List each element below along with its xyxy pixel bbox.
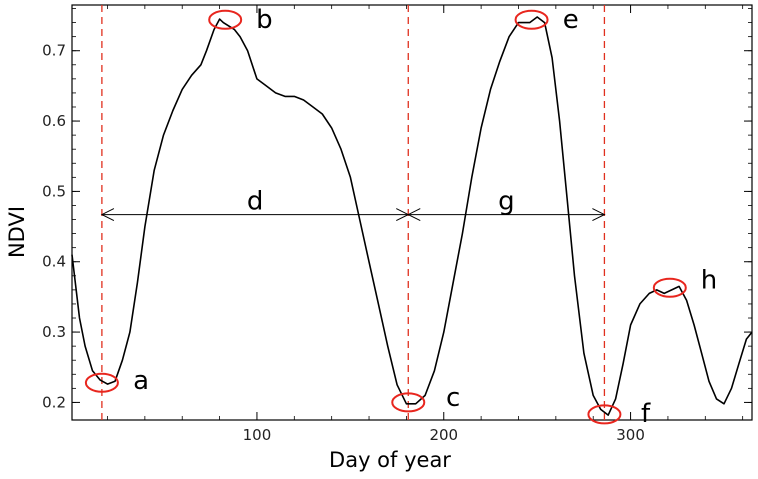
y-axis-title: NDVI <box>5 206 29 258</box>
x-axis-title: Day of year <box>329 448 451 472</box>
x-tick-label: 200 <box>429 426 458 444</box>
highlight-circle <box>208 9 243 30</box>
x-tick-label: 300 <box>616 426 645 444</box>
y-tick-label: 0.5 <box>42 182 66 200</box>
series-layer <box>71 16 753 416</box>
x-tick-label: 100 <box>243 426 272 444</box>
arrowhead-right <box>592 208 606 222</box>
arrowhead-left <box>407 208 421 222</box>
highlight-circle <box>514 9 549 30</box>
reference-lines <box>101 5 606 420</box>
highlight-circle <box>652 277 687 298</box>
y-tick-label: 0.3 <box>42 323 66 341</box>
annotation-h: h <box>701 265 717 295</box>
arrowhead-left <box>100 208 115 222</box>
y-tick-label: 0.4 <box>42 253 66 271</box>
interval-label-d: d <box>247 187 264 217</box>
highlight-circle <box>84 372 119 393</box>
highlight-circle <box>587 404 622 425</box>
highlight-circle <box>391 392 426 413</box>
annotation-f: f <box>641 399 651 429</box>
interval-label-g: g <box>498 187 515 217</box>
highlight-circles <box>84 9 687 425</box>
ndvi-series-line <box>71 16 753 416</box>
y-tick-label: 0.6 <box>42 112 66 130</box>
annotation-e: e <box>563 5 579 35</box>
y-tick-label: 0.2 <box>42 393 66 411</box>
annotations: a b c e f h <box>133 5 717 429</box>
axes: 0.2 0.3 0.4 0.5 0.6 0.7 100 200 300 <box>42 4 753 444</box>
y-tick-label: 0.7 <box>42 42 66 60</box>
annotation-a: a <box>133 366 149 396</box>
plot-frame <box>71 4 753 421</box>
annotation-c: c <box>446 383 460 413</box>
annotation-b: b <box>256 5 273 35</box>
